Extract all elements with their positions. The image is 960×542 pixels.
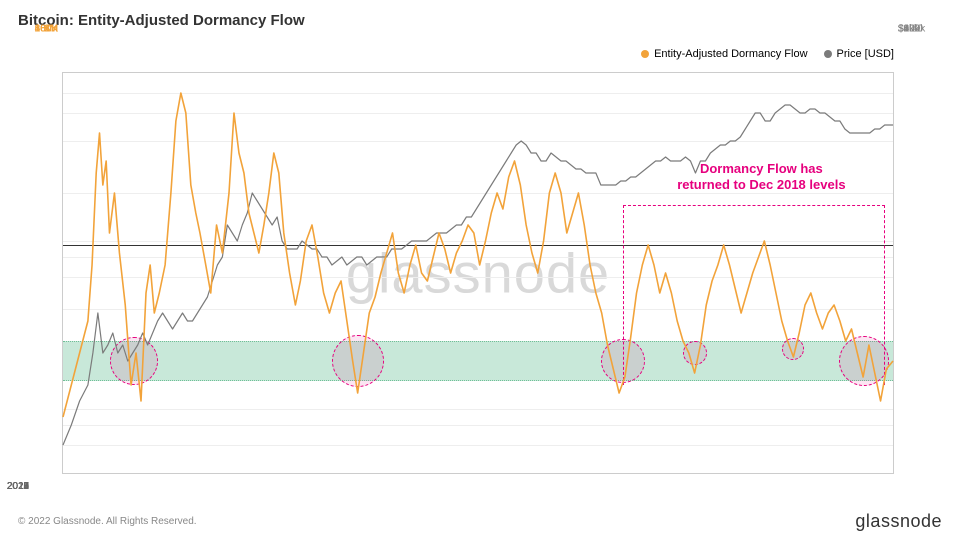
legend-item-dormancy: Entity-Adjusted Dormancy Flow — [641, 48, 807, 60]
chart-title: Bitcoin: Entity-Adjusted Dormancy Flow — [18, 12, 942, 29]
x-axis-tick: 2022 — [7, 481, 29, 492]
legend-dot-icon — [824, 50, 832, 58]
brand-logo: glassnode — [855, 511, 942, 532]
legend-dot-icon — [641, 50, 649, 58]
legend-label: Price [USD] — [837, 48, 894, 60]
chart-container: Bitcoin: Entity-Adjusted Dormancy Flow E… — [18, 12, 942, 502]
y-axis-left-tick: 60K — [18, 24, 58, 35]
footer: © 2022 Glassnode. All Rights Reserved. g… — [18, 511, 942, 532]
plot-area: glassnode Dormancy Flow hasreturned to D… — [62, 72, 894, 474]
y-axis-right-tick: $0.40 — [898, 24, 942, 35]
legend: Entity-Adjusted Dormancy Flow Price [USD… — [641, 48, 894, 60]
legend-item-price: Price [USD] — [824, 48, 894, 60]
copyright-text: © 2022 Glassnode. All Rights Reserved. — [18, 516, 197, 527]
data-series — [63, 73, 893, 473]
legend-label: Entity-Adjusted Dormancy Flow — [654, 48, 807, 60]
